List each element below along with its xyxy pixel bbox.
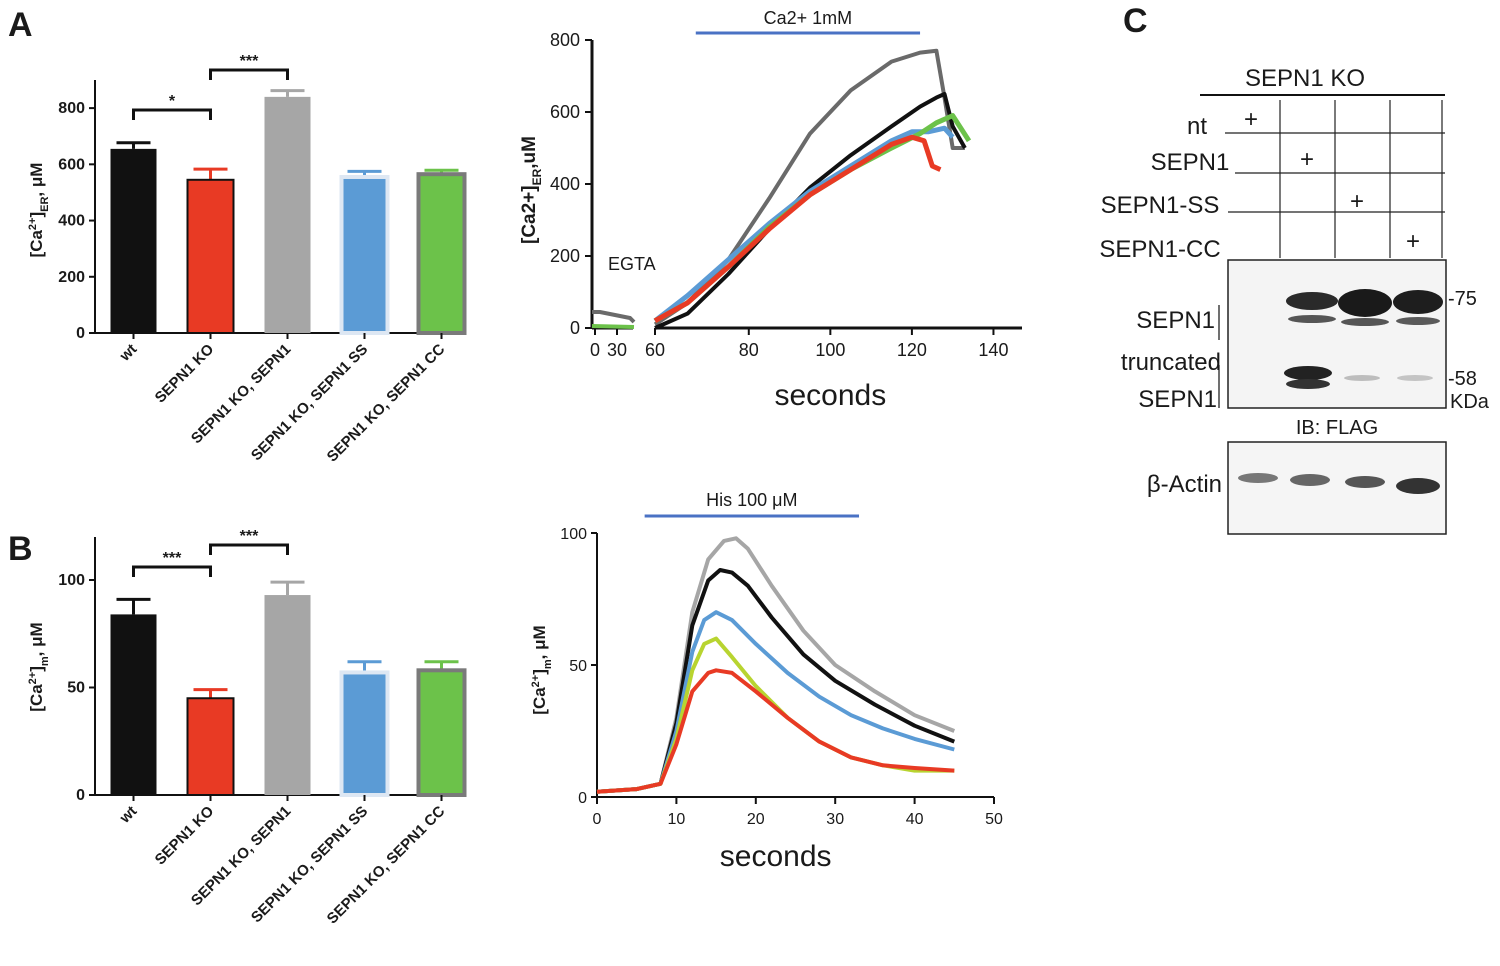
panel-c-western-blot: SEPN1 KO nt SEPN1 SEPN1-SS SEPN1-CC + + … bbox=[1099, 65, 1490, 535]
x-tick-label: 30 bbox=[607, 340, 627, 360]
pre-segment-green bbox=[591, 324, 635, 329]
category-label: wt bbox=[116, 803, 141, 828]
panel-a-line-chart: 0 200 400 600 800 0 30 60 80 100 120 140 EGTA Ca2+ 1m… bbox=[519, 8, 1022, 412]
x-tick-label: 40 bbox=[906, 811, 924, 828]
series-blue bbox=[596, 610, 955, 794]
y-tick-label: 0 bbox=[76, 325, 85, 342]
y-axis-label: [Ca2+]ER, μM bbox=[27, 163, 51, 258]
row-label-sepn1-ss: SEPN1-SS bbox=[1101, 192, 1220, 219]
x-tick-label: 0 bbox=[590, 340, 600, 360]
chart-title: Ca2+ 1mM bbox=[764, 8, 853, 28]
flag-blot-image bbox=[1227, 259, 1447, 409]
y-tick-label: 600 bbox=[58, 156, 85, 173]
x-tick-label: 100 bbox=[815, 340, 845, 360]
x-tick-label: 120 bbox=[897, 340, 927, 360]
panel-label-b: B bbox=[8, 530, 33, 568]
y-tick-label: 400 bbox=[58, 213, 85, 230]
bar-1 bbox=[186, 697, 235, 796]
bar-0 bbox=[110, 148, 157, 333]
marker-kda: KDa bbox=[1450, 391, 1490, 413]
y-tick-label: 200 bbox=[58, 269, 85, 286]
y-tick-label: 50 bbox=[569, 658, 587, 675]
panel-label-a: A bbox=[8, 6, 33, 44]
row-label-sepn1: SEPN1 bbox=[1151, 149, 1230, 176]
bar-2 bbox=[264, 96, 311, 333]
plus-sepn1: + bbox=[1300, 146, 1314, 173]
y-tick-label: 800 bbox=[58, 100, 85, 117]
x-tick-label: 0 bbox=[593, 811, 602, 828]
y-axis-label: [Ca2+]m, μM bbox=[27, 622, 51, 711]
y-tick-label: 100 bbox=[58, 572, 85, 589]
ib-flag-label: IB: FLAG bbox=[1296, 417, 1378, 439]
panel-b-line-chart: 0 50 100 0 10 20 30 40 50 His 100 μM seconds [Ca2+]… bbox=[530, 490, 1003, 873]
x-tick-label: 140 bbox=[978, 340, 1008, 360]
y-tick-label: 0 bbox=[570, 318, 580, 338]
marker-58: -58 bbox=[1448, 368, 1477, 390]
significance-label: *** bbox=[163, 550, 182, 567]
x-tick-label: 10 bbox=[668, 811, 686, 828]
bar-0 bbox=[110, 614, 157, 795]
significance-label: *** bbox=[240, 528, 259, 545]
x-axis-label: seconds bbox=[720, 840, 832, 873]
plus-nt: + bbox=[1244, 106, 1258, 133]
series-black bbox=[596, 568, 956, 794]
x-tick-label: 50 bbox=[985, 811, 1003, 828]
band-label-sepn1: SEPN1 bbox=[1136, 307, 1215, 334]
row-label-sepn1-cc: SEPN1-CC bbox=[1099, 236, 1220, 263]
x-tick-label: 30 bbox=[826, 811, 844, 828]
y-tick-label: 800 bbox=[550, 30, 580, 50]
actin-blot-image bbox=[1227, 441, 1447, 535]
band-label-truncated: truncated bbox=[1121, 349, 1221, 376]
y-tick-label: 400 bbox=[550, 174, 580, 194]
y-tick-label: 50 bbox=[67, 680, 85, 697]
plus-sepn1-ss: + bbox=[1350, 188, 1364, 215]
x-axis-label: seconds bbox=[774, 379, 886, 412]
chart-title: His 100 μM bbox=[706, 490, 797, 510]
bar-4 bbox=[416, 668, 467, 797]
actin-label: β-Actin bbox=[1147, 471, 1222, 498]
y-tick-label: 100 bbox=[560, 526, 587, 543]
band-label-truncated-sepn1: SEPN1 bbox=[1138, 386, 1217, 413]
series-lightgray bbox=[596, 536, 956, 794]
plus-sepn1-cc: + bbox=[1406, 228, 1420, 255]
series-red bbox=[596, 668, 955, 794]
bar-3 bbox=[339, 174, 390, 335]
category-label: SEPN1 KO bbox=[152, 803, 218, 869]
series-black bbox=[654, 92, 967, 330]
egta-label: EGTA bbox=[608, 254, 656, 274]
x-tick-label: 60 bbox=[645, 340, 665, 360]
x-tick-label: 20 bbox=[747, 811, 765, 828]
significance-bracket bbox=[132, 108, 212, 120]
series-blue bbox=[653, 125, 955, 323]
bar-1 bbox=[186, 178, 235, 334]
y-axis-label: [Ca2+]m, μM bbox=[530, 625, 554, 714]
series-red bbox=[653, 134, 942, 323]
category-label: wt bbox=[116, 341, 141, 366]
y-tick-label: 200 bbox=[550, 246, 580, 266]
bar-2 bbox=[264, 595, 311, 795]
y-tick-label: 0 bbox=[76, 787, 85, 804]
y-axis-label: [Ca2+]ER,uM bbox=[519, 136, 544, 244]
y-tick-label: 0 bbox=[578, 790, 587, 807]
blot-header: SEPN1 KO bbox=[1245, 65, 1365, 92]
marker-75: -75 bbox=[1448, 288, 1477, 310]
significance-bracket bbox=[209, 543, 289, 555]
x-tick-label: 80 bbox=[739, 340, 759, 360]
category-label: SEPN1 KO bbox=[152, 341, 218, 407]
treatment-grid bbox=[1225, 100, 1445, 258]
significance-label: * bbox=[169, 93, 176, 110]
bar-4 bbox=[416, 172, 467, 335]
y-tick-label: 600 bbox=[550, 102, 580, 122]
row-label-nt: nt bbox=[1187, 113, 1207, 140]
pre-segment-gray bbox=[592, 310, 636, 324]
panel-label-c: C bbox=[1123, 2, 1148, 40]
significance-bracket bbox=[209, 68, 289, 80]
significance-label: *** bbox=[240, 53, 259, 70]
significance-bracket bbox=[132, 565, 212, 577]
bar-3 bbox=[339, 670, 390, 798]
